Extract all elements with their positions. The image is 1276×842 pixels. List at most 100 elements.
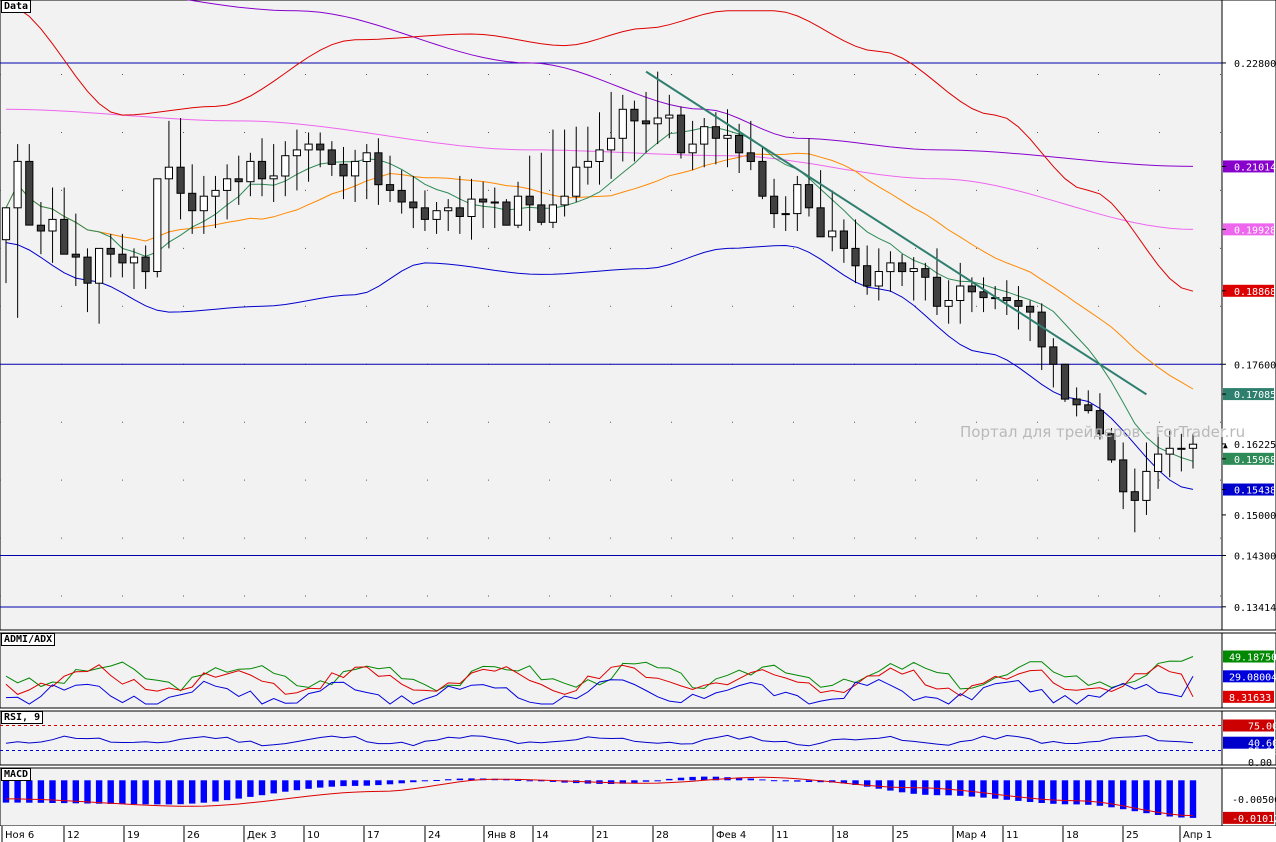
candle-body [13, 160, 22, 209]
macd-bar [1026, 780, 1034, 802]
candle-body [234, 178, 243, 183]
price-tick-label: 0.18868 [1234, 287, 1276, 298]
macd-bar [759, 779, 766, 781]
macd-bar [526, 780, 533, 782]
candle-body [455, 207, 464, 218]
watermark-text: Портал для трейдеров - ForTrader.ru [960, 423, 1246, 441]
candle-body [479, 198, 488, 203]
long-moving-average-line [186, 0, 1194, 167]
macd-bar [61, 780, 68, 804]
main-pane-title: Data [1, 0, 32, 13]
price-tick-label: 0.15438 [1234, 486, 1276, 497]
candle-body [921, 268, 930, 278]
macd-bar [677, 777, 685, 781]
candle-body [153, 178, 162, 272]
candle-body [1095, 410, 1105, 435]
candle-body [607, 137, 616, 151]
macd-bar [957, 780, 964, 796]
candle-body [269, 175, 278, 180]
time-tick-label: Ноя 6 [5, 830, 34, 841]
rsi-pane-title: RSI, 9 [1, 711, 44, 724]
macd-bar [119, 780, 126, 805]
candle-body [804, 184, 814, 209]
macd-bar [1178, 780, 1185, 818]
macd-bar [805, 780, 813, 782]
candle-body [211, 189, 220, 197]
adx-tick-label: 29.08004 [1229, 672, 1276, 683]
macd-bar [887, 780, 894, 791]
macd-bar [212, 780, 219, 802]
candle-body [758, 160, 767, 197]
time-tick-label: 14 [536, 830, 549, 841]
candle-body [199, 195, 208, 212]
price-label-box [1223, 284, 1274, 297]
price-label-box [1223, 388, 1274, 401]
candle-body [735, 134, 744, 154]
pane-main-axis [1221, 0, 1276, 631]
time-tick-label: 11 [776, 830, 789, 841]
candle-body [48, 218, 57, 232]
time-tick-label: 25 [896, 830, 909, 841]
macd-bar [107, 780, 114, 804]
candle-body [339, 163, 348, 177]
candle-body [1142, 470, 1151, 501]
candle-body [106, 247, 115, 255]
macd-bar [549, 780, 557, 782]
time-tick-label: 18 [1066, 830, 1079, 841]
candle-body [95, 247, 104, 284]
candle-body [618, 108, 627, 139]
price-tick-label: 0.15000 [1234, 511, 1276, 522]
candle-body [513, 195, 523, 226]
price-tick-label: 0.19928 [1234, 225, 1276, 236]
macd-bar [968, 780, 976, 797]
macd-bar [1189, 780, 1197, 818]
candle-body [723, 134, 732, 139]
candle-body [432, 210, 441, 220]
adx-series-line [5, 664, 1194, 698]
adx-series-line [5, 656, 1194, 692]
bollinger-lower-line [5, 242, 1194, 490]
candle-body [1165, 447, 1174, 455]
time-tick-label: 18 [836, 830, 849, 841]
time-tick-label: 17 [367, 830, 380, 841]
macd-bar [200, 780, 207, 803]
macd-bar [37, 780, 45, 803]
macd-bar [386, 780, 394, 785]
macd-bar [445, 779, 452, 781]
candle-body [746, 152, 755, 163]
candle-body [1154, 453, 1163, 473]
candle-body [292, 149, 301, 157]
macd-bar [340, 780, 347, 787]
macd-bar [992, 780, 999, 799]
candle-body [444, 207, 453, 212]
price-tick-label: 0.16225 [1234, 440, 1276, 451]
candle-body [304, 143, 313, 151]
macd-bar [898, 780, 906, 793]
candle-body [164, 166, 174, 180]
candle-body [665, 114, 674, 119]
macd-bar [770, 780, 778, 782]
rsi-tick-label: 75.00 [1248, 722, 1276, 733]
candle-body [548, 204, 557, 223]
candle-body [1049, 346, 1058, 365]
macd-bar [305, 780, 312, 789]
price-tick-label: 0.22800 [1234, 59, 1276, 70]
candle-body [851, 247, 860, 267]
candle-body [886, 262, 895, 273]
candle-body [246, 160, 255, 183]
adx-label-box [1223, 670, 1274, 683]
candle-body [944, 300, 953, 307]
candle-body [71, 253, 80, 258]
candle-body [537, 204, 546, 223]
macd-bar [1166, 780, 1173, 817]
macd-value-label-box [1223, 811, 1274, 824]
candle-body [374, 152, 383, 186]
candle-body [770, 195, 779, 215]
trendline [645, 70, 1147, 396]
candle-body [1002, 297, 1011, 302]
time-axis-background [0, 826, 1276, 842]
candle-body [176, 166, 185, 194]
time-tick-label: 24 [428, 830, 441, 841]
macd-bar [503, 779, 510, 781]
macd-bar [433, 780, 440, 781]
